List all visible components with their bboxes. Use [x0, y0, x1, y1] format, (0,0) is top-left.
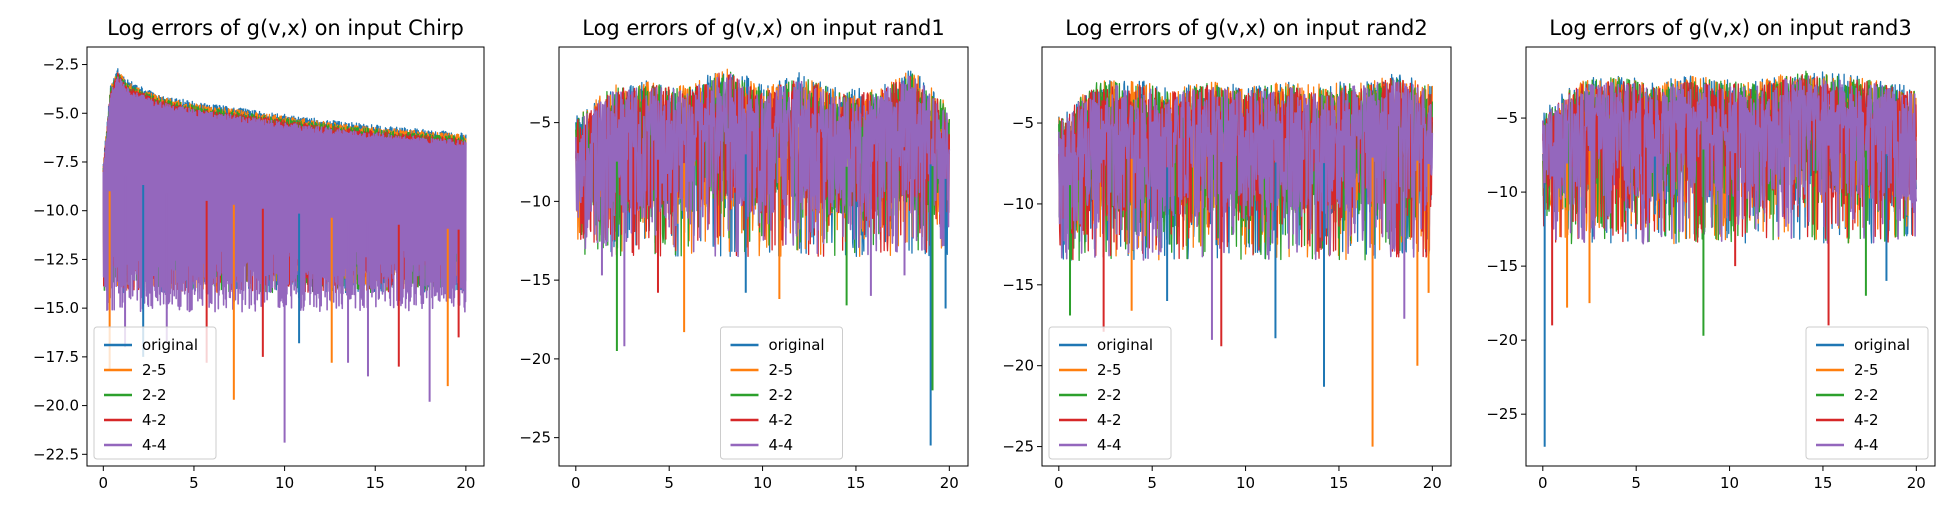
- legend: original 2-5 2-2 4-2 4-4: [1805, 326, 1929, 460]
- y-tick-label: −10.0: [33, 202, 79, 220]
- x-tick-label: 0: [1538, 474, 1548, 492]
- y-tick-label: −20.0: [33, 397, 79, 415]
- plot-area: [102, 68, 467, 443]
- legend-label: original: [142, 336, 198, 354]
- x-tick-label: 10: [275, 474, 294, 492]
- x-tick-label: 5: [189, 474, 199, 492]
- y-tick-label: −12.5: [33, 250, 79, 268]
- legend-label: 4-4: [1097, 436, 1122, 454]
- legend-label: 4-2: [1854, 411, 1879, 429]
- axes-frame: [1525, 46, 1936, 467]
- x-tick-label: 20: [456, 474, 475, 492]
- x-tick-label: 15: [366, 474, 385, 492]
- y-tick-label: −20: [1002, 357, 1034, 375]
- x-tick-label: 0: [1054, 474, 1064, 492]
- plot-area: [575, 68, 951, 446]
- chart-title: Log errors of g(v,x) on input rand3: [1549, 16, 1912, 40]
- legend-label: original: [1854, 336, 1910, 354]
- legend-label: 2-2: [1097, 386, 1122, 404]
- legend-label: 4-4: [1854, 436, 1879, 454]
- series-line-4-4: [1058, 79, 1434, 261]
- chart-panel-2: Log errors of g(v,x) on input rand1 0 5 10 1…: [519, 16, 969, 492]
- legend-label: 4-2: [769, 411, 794, 429]
- y-tick-label: −5: [1012, 114, 1034, 132]
- legend: original 2-5 2-2 4-2 4-4: [93, 326, 217, 460]
- y-tick-label: −20: [519, 350, 551, 368]
- legend-label: original: [769, 336, 825, 354]
- x-tick-label: 15: [1329, 474, 1348, 492]
- legend-label: 4-2: [142, 411, 167, 429]
- series-line-4-4: [102, 76, 467, 313]
- y-tick-label: −10: [519, 192, 551, 210]
- y-tick-label: −15: [1486, 257, 1518, 275]
- chart-title: Log errors of g(v,x) on input rand1: [582, 16, 945, 40]
- legend-label: original: [1097, 336, 1153, 354]
- series-line-2-5: [1058, 77, 1433, 261]
- x-tick-label: 15: [1813, 474, 1832, 492]
- y-tick-label: −25: [1486, 405, 1518, 423]
- y-tick-label: −17.5: [33, 348, 79, 366]
- x-tick-label: 20: [1423, 474, 1442, 492]
- legend-box: [93, 326, 217, 460]
- axes-frame: [86, 46, 485, 467]
- y-tick-label: −25: [519, 429, 551, 447]
- legend-label: 2-5: [142, 361, 167, 379]
- chart-title: Log errors of g(v,x) on input rand2: [1065, 16, 1428, 40]
- y-tick-label: −20: [1486, 331, 1518, 349]
- y-tick-label: −5.0: [43, 104, 79, 122]
- legend-label: 2-2: [1854, 386, 1879, 404]
- legend-label: 4-2: [1097, 411, 1122, 429]
- chart-title: Log errors of g(v,x) on input Chirp: [107, 16, 464, 40]
- axes-frame: [558, 46, 969, 467]
- y-tick-label: −15: [519, 271, 551, 289]
- y-tick-label: −25: [1002, 438, 1034, 456]
- y-tick-label: −22.5: [33, 445, 79, 463]
- legend: original 2-5 2-2 4-2 4-4: [1048, 326, 1172, 460]
- legend-label: 2-5: [1097, 361, 1122, 379]
- x-tick-label: 5: [1631, 474, 1641, 492]
- legend-box: [720, 326, 843, 460]
- x-tick-label: 20: [940, 474, 959, 492]
- y-tick-label: −15.0: [33, 299, 79, 317]
- plot-area: [1058, 73, 1434, 447]
- legend-label: 2-5: [1854, 361, 1879, 379]
- y-tick-label: −15: [1002, 276, 1034, 294]
- legend-label: 4-4: [142, 436, 167, 454]
- x-tick-label: 0: [99, 474, 109, 492]
- legend-label: 2-2: [142, 386, 167, 404]
- y-tick-label: −10: [1486, 183, 1518, 201]
- x-tick-label: 20: [1907, 474, 1926, 492]
- series-line-4-4: [575, 73, 951, 258]
- legend-box: [1805, 326, 1929, 460]
- chart-panel-4: Log errors of g(v,x) on input rand3 0 5 10 1…: [1486, 16, 1936, 492]
- legend-label: 4-4: [769, 436, 794, 454]
- chart-panel-3: Log errors of g(v,x) on input rand2 0 5 10 1…: [1002, 16, 1452, 492]
- plot-area: [1542, 70, 1918, 447]
- axes-frame: [1041, 46, 1452, 467]
- y-tick-label: −10: [1002, 195, 1034, 213]
- x-tick-label: 5: [1147, 474, 1157, 492]
- y-tick-label: −7.5: [43, 153, 79, 171]
- legend-label: 2-5: [769, 361, 794, 379]
- x-tick-label: 15: [846, 474, 865, 492]
- series-line-4-4: [1542, 75, 1918, 245]
- x-tick-label: 10: [1720, 474, 1739, 492]
- y-tick-label: −5: [1496, 109, 1518, 127]
- chart-panel-1: Log errors of g(v,x) on input Chirp 0 5 10 1…: [33, 16, 485, 492]
- legend-label: 2-2: [769, 386, 794, 404]
- legend: original 2-5 2-2 4-2 4-4: [720, 326, 843, 460]
- y-tick-label: −2.5: [43, 56, 79, 74]
- x-tick-label: 0: [571, 474, 581, 492]
- x-tick-label: 5: [664, 474, 674, 492]
- x-tick-label: 10: [753, 474, 772, 492]
- y-tick-label: −5: [529, 114, 551, 132]
- legend-box: [1048, 326, 1172, 460]
- x-tick-label: 10: [1236, 474, 1255, 492]
